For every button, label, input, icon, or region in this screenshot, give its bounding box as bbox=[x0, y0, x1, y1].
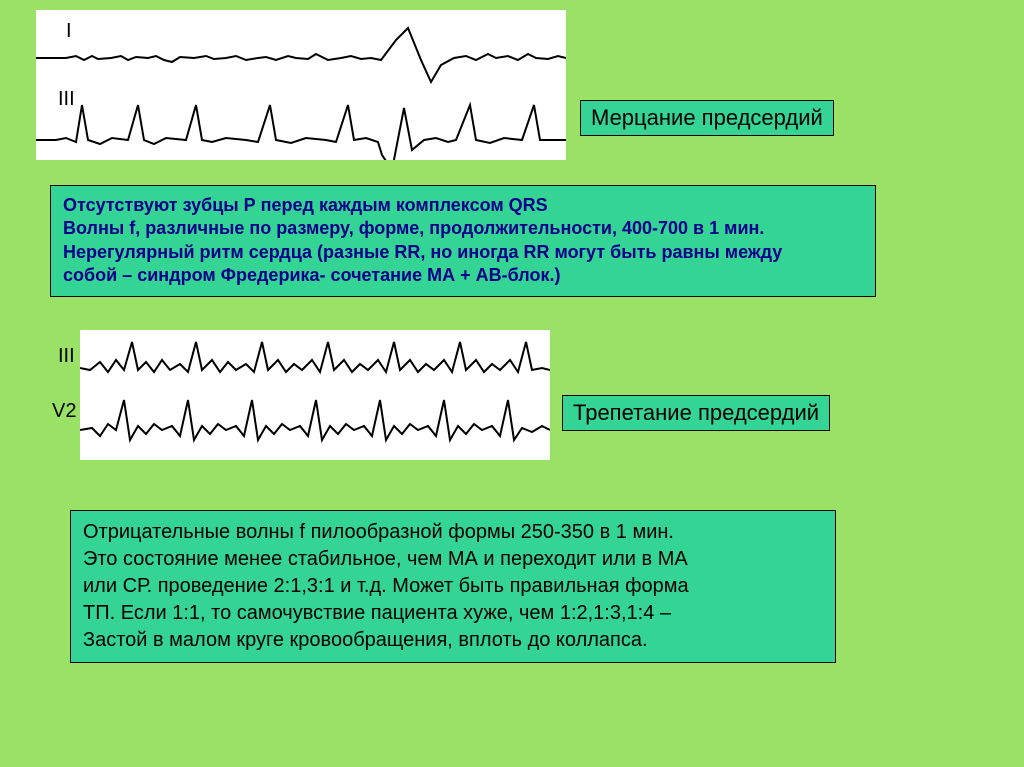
ecg-trace-2 bbox=[80, 330, 550, 460]
ecg-panel-2 bbox=[80, 330, 550, 460]
desc1-line: собой – синдром Фредерика- сочетание МА … bbox=[63, 265, 560, 285]
lead-label-III: III bbox=[58, 88, 75, 111]
lead-label-I: I bbox=[66, 20, 72, 43]
ecg-panel-1 bbox=[36, 10, 566, 160]
desc2-line: или СР. проведение 2:1,3:1 и т.д. Может … bbox=[83, 575, 689, 597]
lead-label-III-2: III bbox=[58, 345, 75, 368]
desc2-line: Это состояние менее стабильное, чем МА и… bbox=[83, 548, 688, 570]
desc1-line: Отсутствуют зубцы Р перед каждым комплек… bbox=[63, 195, 548, 215]
description-atrial-flutter: Отрицательные волны f пилообразной формы… bbox=[70, 510, 836, 663]
description-atrial-fibrillation: Отсутствуют зубцы Р перед каждым комплек… bbox=[50, 185, 876, 297]
desc1-line: Волны f, различные по размеру, форме, пр… bbox=[63, 218, 764, 238]
desc2-line: Застой в малом круге кровообращения, впл… bbox=[83, 629, 648, 651]
desc1-line: Нерегулярный ритм сердца (разные RR, но … bbox=[63, 242, 782, 262]
title-atrial-flutter: Трепетание предсердий bbox=[562, 395, 830, 431]
lead-label-V2: V2 bbox=[52, 400, 76, 423]
title-atrial-fibrillation: Мерцание предсердий bbox=[580, 100, 834, 136]
ecg-trace-1 bbox=[36, 10, 566, 160]
desc2-line: ТП. Если 1:1, то самочувствие пациента х… bbox=[83, 602, 671, 624]
desc2-line: Отрицательные волны f пилообразной формы… bbox=[83, 521, 674, 543]
